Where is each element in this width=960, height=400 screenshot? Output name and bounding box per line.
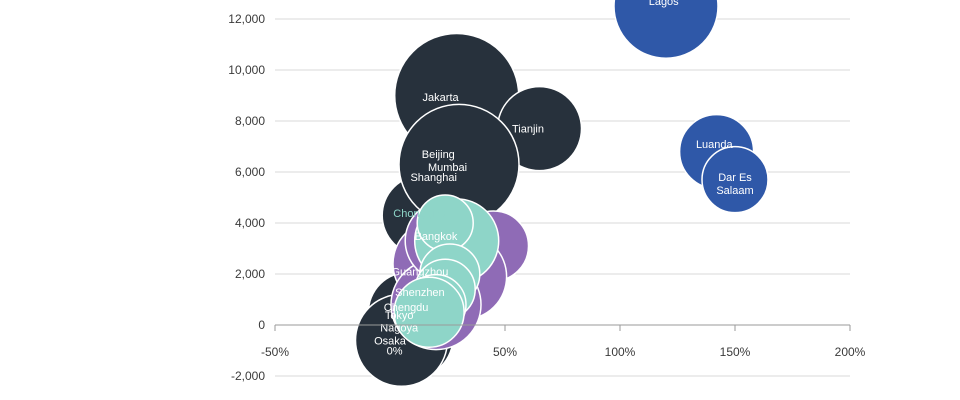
bubbles: [354, 0, 769, 388]
bubble-label: 0%: [387, 346, 403, 358]
axes: -2,000 0 2,000 4,000 6,000 8,000 10,000 12,000 -…: [228, 12, 865, 383]
bubble-label: Beijing: [422, 149, 455, 161]
bubble-label: Guangzhou: [391, 266, 448, 278]
bubble-label: Chongqing: [393, 208, 446, 220]
bubble-label: Tokyo: [385, 310, 414, 322]
x-tick-label: 150%: [720, 345, 751, 359]
bubble-tokyo: [393, 276, 465, 348]
bubble-label: Nagoya: [380, 323, 419, 335]
bubble-label: Salaam: [716, 185, 753, 197]
x-tick-label: 100%: [605, 345, 636, 359]
y-tick-label: 10,000: [228, 63, 265, 77]
bubble-lagos: [613, 0, 719, 59]
bubble-label: Jakarta: [423, 92, 460, 104]
x-tick-label: -50%: [261, 345, 289, 359]
bubble-label: Tianjin: [512, 124, 544, 136]
bubble-label: Bangkok: [415, 231, 458, 243]
y-tick-label: 6,000: [235, 165, 265, 179]
y-tick-label: -2,000: [231, 369, 265, 383]
y-tick-label: 0: [258, 318, 265, 332]
y-tick-label: 2,000: [235, 267, 265, 281]
bubble-label: Mumbai: [428, 162, 467, 174]
y-tick-label: 8,000: [235, 114, 265, 128]
bubble-labels: Lagos Jakarta Tianjin BeijingMumbaiShanghai…: [374, 0, 754, 358]
bubble-label: Luanda: [696, 139, 734, 151]
x-tick-label: 200%: [835, 345, 866, 359]
bubble-label: Lagos: [649, 0, 679, 8]
bubble-label: Shanghai: [410, 172, 457, 184]
x-tick-label: 50%: [493, 345, 517, 359]
bubble-label: Osaka: [374, 335, 407, 347]
y-tick-label: 4,000: [235, 216, 265, 230]
bubble-dar-es-salaam: [701, 145, 769, 214]
bubble-label: Chengdu: [384, 302, 429, 314]
y-tick-label: 12,000: [228, 12, 265, 26]
bubble-label: Shenzhen: [395, 287, 445, 299]
bubble-label: Dar Es: [718, 172, 752, 184]
